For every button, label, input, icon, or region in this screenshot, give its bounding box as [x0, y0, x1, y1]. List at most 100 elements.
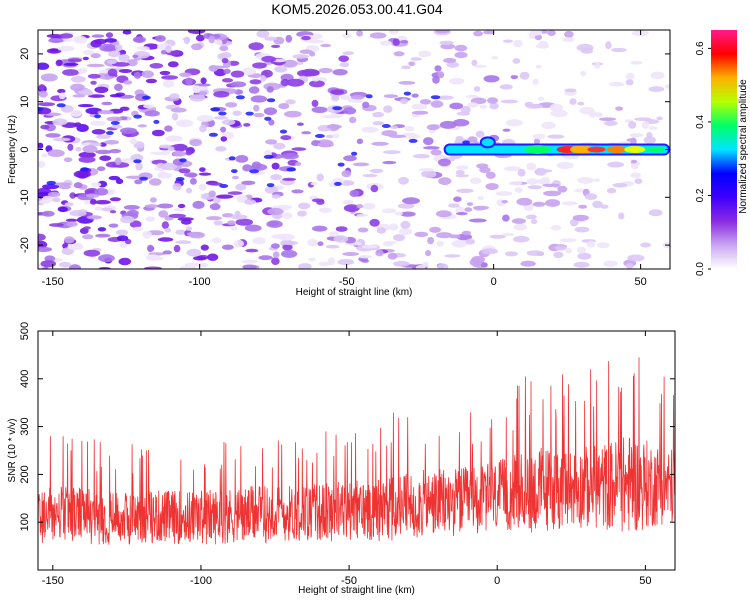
noise-blob — [165, 135, 183, 142]
y-axis-label: SNR (10 * v/v) — [7, 419, 18, 483]
snr-line-group — [38, 357, 675, 545]
noise-blob — [164, 227, 172, 233]
noise-blob — [343, 204, 360, 213]
noise-blob — [82, 56, 89, 61]
noise-blob — [581, 48, 593, 54]
noise-blob — [109, 94, 122, 98]
noise-blob — [271, 162, 280, 170]
noise-blob — [99, 69, 110, 74]
noise-blob — [629, 133, 644, 138]
noise-blob — [618, 212, 625, 220]
noise-core — [286, 167, 297, 172]
noise-blob — [398, 81, 416, 85]
noise-blob — [565, 247, 572, 254]
noise-blob — [664, 84, 670, 89]
y-tick-label: 400 — [19, 370, 31, 388]
noise-blob — [562, 37, 575, 43]
y-tick-label: 500 — [19, 322, 31, 340]
noise-blob — [399, 98, 409, 105]
noise-blob — [135, 163, 143, 171]
noise-blob — [357, 227, 369, 233]
noise-blob — [67, 143, 74, 151]
noise-blob — [129, 220, 142, 228]
noise-blob — [321, 115, 339, 119]
noise-blob — [48, 38, 64, 43]
noise-blob — [508, 181, 523, 186]
noise-blob — [168, 213, 187, 218]
noise-blob — [476, 163, 489, 169]
noise-blob — [369, 32, 387, 39]
noise-blob — [444, 254, 461, 258]
noise-blob — [419, 99, 432, 105]
noise-blob — [136, 46, 150, 51]
x-tick-label: 50 — [634, 276, 646, 288]
y-tick-label: 200 — [19, 465, 31, 483]
y-tick-label: 100 — [19, 513, 31, 531]
noise-blob — [97, 166, 106, 171]
noise-blob — [312, 225, 328, 232]
noise-blob — [95, 233, 111, 238]
noise-blob — [648, 126, 658, 130]
noise-blob — [297, 69, 314, 77]
noise-blob — [90, 53, 101, 59]
noise-blob — [178, 168, 191, 174]
noise-blob — [82, 234, 94, 240]
noise-blob — [114, 157, 122, 166]
noise-blob — [228, 60, 240, 66]
x-tick-label: 0 — [491, 276, 497, 288]
noise-blob — [173, 244, 181, 253]
noise-blob — [564, 30, 574, 38]
noise-blob — [161, 75, 179, 80]
noise-blob — [547, 134, 565, 139]
noise-blob — [52, 118, 68, 126]
noise-blob — [270, 243, 280, 249]
noise-blob — [461, 230, 472, 236]
noise-blob — [625, 79, 634, 86]
noise-blob — [456, 111, 471, 116]
noise-blob — [46, 34, 63, 38]
noise-blob — [91, 129, 106, 135]
noise-blob — [267, 207, 284, 216]
noise-blob — [477, 196, 484, 201]
noise-blob — [198, 91, 207, 96]
noise-blob — [41, 153, 48, 158]
noise-blob — [414, 231, 429, 238]
noise-blob — [179, 72, 192, 78]
noise-blob — [369, 168, 384, 174]
noise-blob — [372, 111, 384, 118]
noise-blob — [362, 101, 370, 109]
noise-core — [334, 181, 342, 186]
x-tick-label: -50 — [341, 575, 357, 587]
noise-blob — [526, 162, 537, 171]
noise-blob — [317, 141, 334, 148]
noise-blob — [40, 73, 58, 82]
noise-blob — [519, 71, 530, 80]
noise-blob — [60, 105, 74, 113]
noise-blob — [196, 115, 214, 122]
noise-blob — [342, 252, 359, 256]
noise-blob — [272, 251, 280, 259]
noise-blob — [437, 158, 451, 167]
noise-blob — [82, 145, 98, 154]
noise-blob — [195, 34, 205, 42]
spectrogram-cells — [38, 30, 670, 269]
noise-blob — [47, 191, 61, 198]
noise-blob — [260, 75, 267, 82]
noise-blob — [513, 223, 528, 231]
noise-blob — [625, 263, 634, 269]
noise-blob — [67, 243, 84, 251]
noise-blob — [208, 190, 216, 198]
noise-blob — [99, 142, 107, 147]
noise-blob — [532, 201, 546, 207]
noise-blob — [144, 266, 162, 269]
noise-core — [175, 177, 185, 181]
noise-blob — [177, 203, 186, 209]
noise-blob — [274, 66, 288, 73]
noise-blob — [318, 67, 333, 74]
noise-core — [228, 156, 236, 161]
noise-blob — [504, 166, 521, 172]
noise-core — [219, 184, 229, 188]
noise-core — [208, 132, 218, 137]
noise-blob — [343, 155, 357, 162]
noise-blob — [78, 151, 96, 158]
